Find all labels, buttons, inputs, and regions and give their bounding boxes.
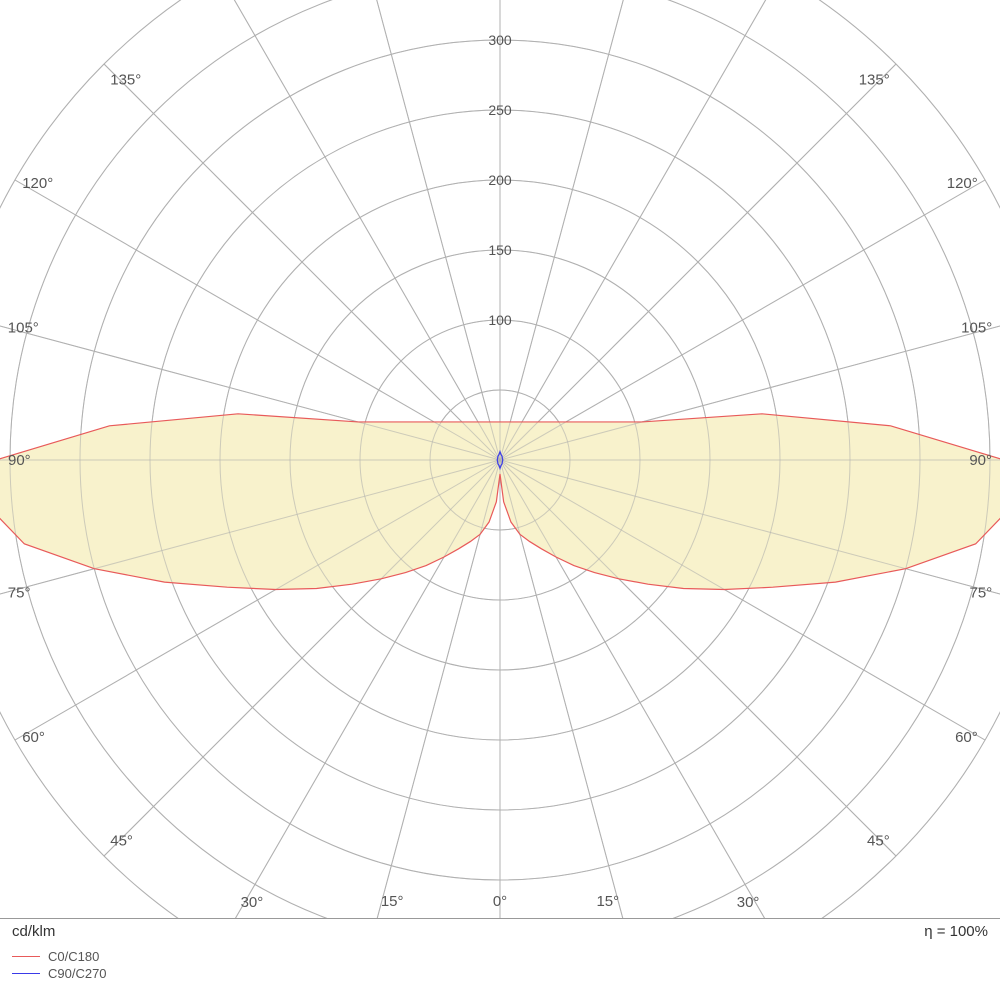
svg-text:120°: 120° xyxy=(947,175,978,192)
svg-text:60°: 60° xyxy=(22,729,45,746)
svg-text:75°: 75° xyxy=(8,584,31,601)
legend-swatch xyxy=(12,956,40,957)
legend-label: C90/C270 xyxy=(48,966,107,981)
legend: C0/C180 C90/C270 xyxy=(12,949,107,983)
svg-text:150: 150 xyxy=(488,242,512,258)
legend-swatch xyxy=(12,973,40,974)
svg-text:200: 200 xyxy=(488,172,512,188)
svg-text:90°: 90° xyxy=(8,452,31,469)
svg-text:90°: 90° xyxy=(969,452,992,469)
legend-item: C90/C270 xyxy=(12,966,107,981)
svg-text:0°: 0° xyxy=(493,893,507,910)
svg-text:250: 250 xyxy=(488,102,512,118)
legend-item: C0/C180 xyxy=(12,949,107,964)
svg-text:120°: 120° xyxy=(22,175,53,192)
svg-text:60°: 60° xyxy=(955,729,978,746)
svg-text:15°: 15° xyxy=(381,893,404,910)
svg-text:30°: 30° xyxy=(737,894,760,911)
polar-chart-svg: 100 150 200 250 300 0° 15° 15° 30° 30° 45° 45° 60° 60… xyxy=(0,0,1000,918)
svg-text:45°: 45° xyxy=(867,833,890,850)
svg-text:30°: 30° xyxy=(241,894,264,911)
chart-footer: cd/klm η = 100% C0/C180 C90/C270 xyxy=(0,918,1000,983)
svg-text:100: 100 xyxy=(488,312,512,328)
eta-label: η = 100% xyxy=(924,923,988,940)
svg-text:75°: 75° xyxy=(970,584,993,601)
svg-text:135°: 135° xyxy=(110,71,141,88)
photometric-polar-chart: 100 150 200 250 300 0° 15° 15° 30° 30° 45° 45° 60° 60… xyxy=(0,0,1000,983)
svg-text:300: 300 xyxy=(488,32,512,48)
svg-text:105°: 105° xyxy=(8,320,39,337)
svg-text:45°: 45° xyxy=(110,833,133,850)
svg-text:105°: 105° xyxy=(961,320,992,337)
unit-label: cd/klm xyxy=(12,923,55,940)
svg-text:135°: 135° xyxy=(859,71,890,88)
legend-label: C0/C180 xyxy=(48,949,99,964)
svg-text:15°: 15° xyxy=(596,893,619,910)
